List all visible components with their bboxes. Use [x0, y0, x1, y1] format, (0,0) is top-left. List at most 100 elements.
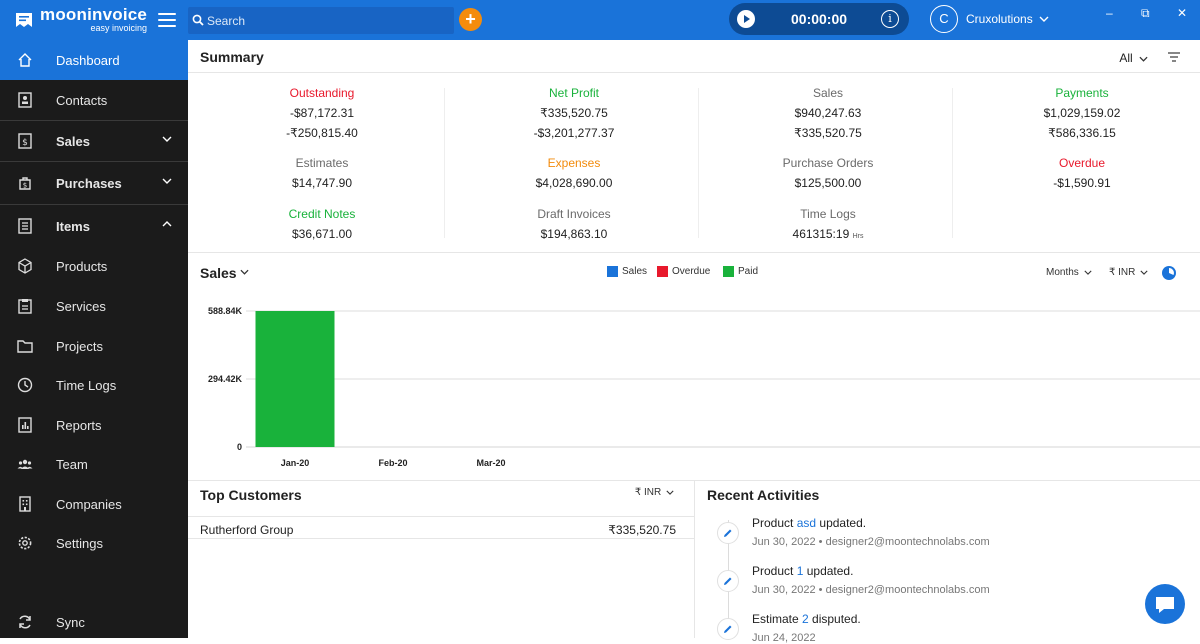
contacts-icon — [18, 92, 32, 108]
edit-icon — [717, 618, 739, 640]
legend-label: Sales — [622, 266, 648, 277]
legend-overdue[interactable]: Overdue — [657, 266, 710, 277]
sidebar-item-purchases[interactable]: $ Purchases — [0, 163, 188, 203]
pie-chart-icon[interactable] — [1162, 266, 1176, 280]
stat-expenses[interactable]: Expenses $4,028,690.00 — [444, 156, 704, 190]
stat-time-logs[interactable]: Time Logs 461315:19 Hrs — [698, 207, 958, 241]
filter-icon[interactable] — [1168, 52, 1180, 62]
stat-label: Outstanding — [289, 86, 355, 100]
stat-estimates[interactable]: Estimates $14,747.90 — [192, 156, 452, 190]
stat-payments[interactable]: Payments $1,029,159.02 ₹586,336.15 — [952, 86, 1200, 140]
legend-sales[interactable]: Sales — [607, 266, 647, 277]
activity-link[interactable]: asd — [796, 516, 817, 530]
chat-support-button[interactable] — [1145, 584, 1185, 624]
home-icon — [18, 53, 32, 67]
close-button[interactable]: ✕ — [1177, 6, 1188, 20]
sidebar-item-time-logs[interactable]: Time Logs — [0, 365, 188, 405]
search-input[interactable] — [207, 7, 447, 34]
sidebar-item-contacts[interactable]: Contacts — [0, 80, 188, 120]
sales-chart-title[interactable]: Sales — [200, 265, 237, 281]
sidebar-item-products[interactable]: Products — [0, 246, 188, 286]
summary-filter-dropdown[interactable]: All — [1119, 51, 1148, 65]
chevron-down-icon — [1083, 270, 1092, 275]
sidebar-item-companies[interactable]: Companies — [0, 484, 188, 524]
app-logo[interactable]: mooninvoice easy invoicing — [14, 6, 147, 33]
table-row[interactable]: Rutherford Group ₹335,520.75 — [188, 516, 694, 539]
sync-icon — [19, 615, 31, 629]
stat-outstanding[interactable]: Outstanding -$87,172.31 -₹250,815.40 — [192, 86, 452, 140]
company-switcher[interactable]: C Cruxolutions — [930, 5, 1049, 33]
chat-icon — [1156, 597, 1174, 613]
sidebar-item-team[interactable]: Team — [0, 444, 188, 484]
stat-overdue[interactable]: Overdue -$1,590.91 — [952, 156, 1200, 190]
team-icon — [17, 459, 33, 469]
chevron-down-icon — [162, 178, 172, 184]
activity-link[interactable]: 1 — [796, 564, 804, 578]
stat-unit: Hrs — [852, 233, 864, 240]
company-name: Cruxolutions — [966, 12, 1033, 26]
sales-icon: $ — [18, 133, 32, 149]
logo-icon — [14, 10, 34, 30]
sidebar-item-label: Projects — [56, 338, 103, 354]
svg-text:$: $ — [23, 182, 27, 190]
stat-value: ₹335,520.75 — [540, 106, 608, 120]
timer-display: 00:00:00 — [791, 11, 848, 27]
stat-value: 461315:19 Hrs — [792, 227, 864, 241]
activity-link[interactable]: 2 — [802, 612, 809, 626]
play-icon[interactable] — [737, 10, 755, 28]
stat-value: $125,500.00 — [794, 176, 862, 190]
sidebar-item-label: Sales — [56, 133, 90, 149]
sidebar-item-dashboard[interactable]: Dashboard — [0, 40, 188, 80]
currency-value: ₹ INR — [634, 487, 662, 498]
sidebar-item-sales[interactable]: $ Sales — [0, 121, 188, 161]
sidebar-item-label: Time Logs — [56, 377, 117, 393]
summary-title: Summary — [200, 49, 264, 65]
top-customers-panel: Top Customers ₹ INR Rutherford Group ₹33… — [188, 480, 694, 638]
sidebar-item-items[interactable]: Items — [0, 206, 188, 246]
legend-swatch — [723, 266, 734, 277]
sales-bar-chart: 0 294.42K 588.84K Jan-20 Feb-20 Mar-20 — [208, 306, 1200, 468]
sidebar-item-reports[interactable]: Reports — [0, 405, 188, 445]
sidebar-item-services[interactable]: Services — [0, 286, 188, 326]
stat-label: Estimates — [295, 156, 349, 170]
legend-swatch — [607, 266, 618, 277]
svg-text:$: $ — [22, 138, 28, 148]
x-tick-label: Mar-20 — [476, 458, 505, 468]
activity-meta: Jun 24, 2022 — [752, 632, 816, 644]
currency-value: ₹ INR — [1109, 267, 1136, 278]
top-bar: mooninvoice easy invoicing + 00:00:00 i … — [0, 0, 1200, 40]
stat-purchase-orders[interactable]: Purchase Orders $125,500.00 — [698, 156, 958, 190]
sidebar-item-label: Purchases — [56, 175, 122, 191]
sidebar-item-label: Team — [56, 456, 88, 472]
stat-draft-invoices[interactable]: Draft Invoices $194,863.10 — [444, 207, 704, 241]
stat-value: $14,747.90 — [291, 176, 353, 190]
bar-paid[interactable] — [255, 311, 335, 447]
period-dropdown[interactable]: Months — [1046, 267, 1092, 278]
legend-paid[interactable]: Paid — [723, 266, 758, 277]
top-customers-currency-dropdown[interactable]: ₹ INR — [635, 487, 674, 498]
y-tick-label: 0 — [237, 442, 242, 452]
chevron-up-icon — [162, 221, 172, 227]
sidebar-item-label: Services — [56, 298, 106, 314]
chevron-down-icon[interactable] — [240, 269, 249, 275]
sidebar-item-projects[interactable]: Projects — [0, 326, 188, 366]
sidebar-item-sync[interactable]: Sync — [0, 602, 188, 642]
sidebar-item-label: Products — [56, 258, 108, 274]
services-icon — [18, 299, 32, 314]
info-icon[interactable]: i — [881, 10, 899, 28]
currency-dropdown[interactable]: ₹ INR — [1109, 267, 1148, 278]
x-tick-label: Jan-20 — [281, 458, 310, 468]
period-value: Months — [1046, 267, 1079, 278]
minimize-button[interactable]: – — [1106, 6, 1113, 20]
stat-net-profit[interactable]: Net Profit ₹335,520.75 -$3,201,277.37 — [444, 86, 704, 140]
add-new-button[interactable]: + — [459, 8, 482, 31]
stat-credit-notes[interactable]: Credit Notes $36,671.00 — [192, 207, 452, 241]
sidebar-item-label: Sync — [56, 614, 85, 630]
search-box[interactable] — [188, 7, 454, 34]
maximize-button[interactable]: ⧉ — [1141, 6, 1150, 20]
sidebar-item-settings[interactable]: Settings — [0, 523, 188, 563]
stat-sales[interactable]: Sales $940,247.63 ₹335,520.75 — [698, 86, 958, 140]
customer-name: Rutherford Group — [200, 523, 294, 537]
stat-label: Draft Invoices — [537, 207, 611, 221]
hamburger-menu-icon[interactable] — [158, 13, 176, 27]
